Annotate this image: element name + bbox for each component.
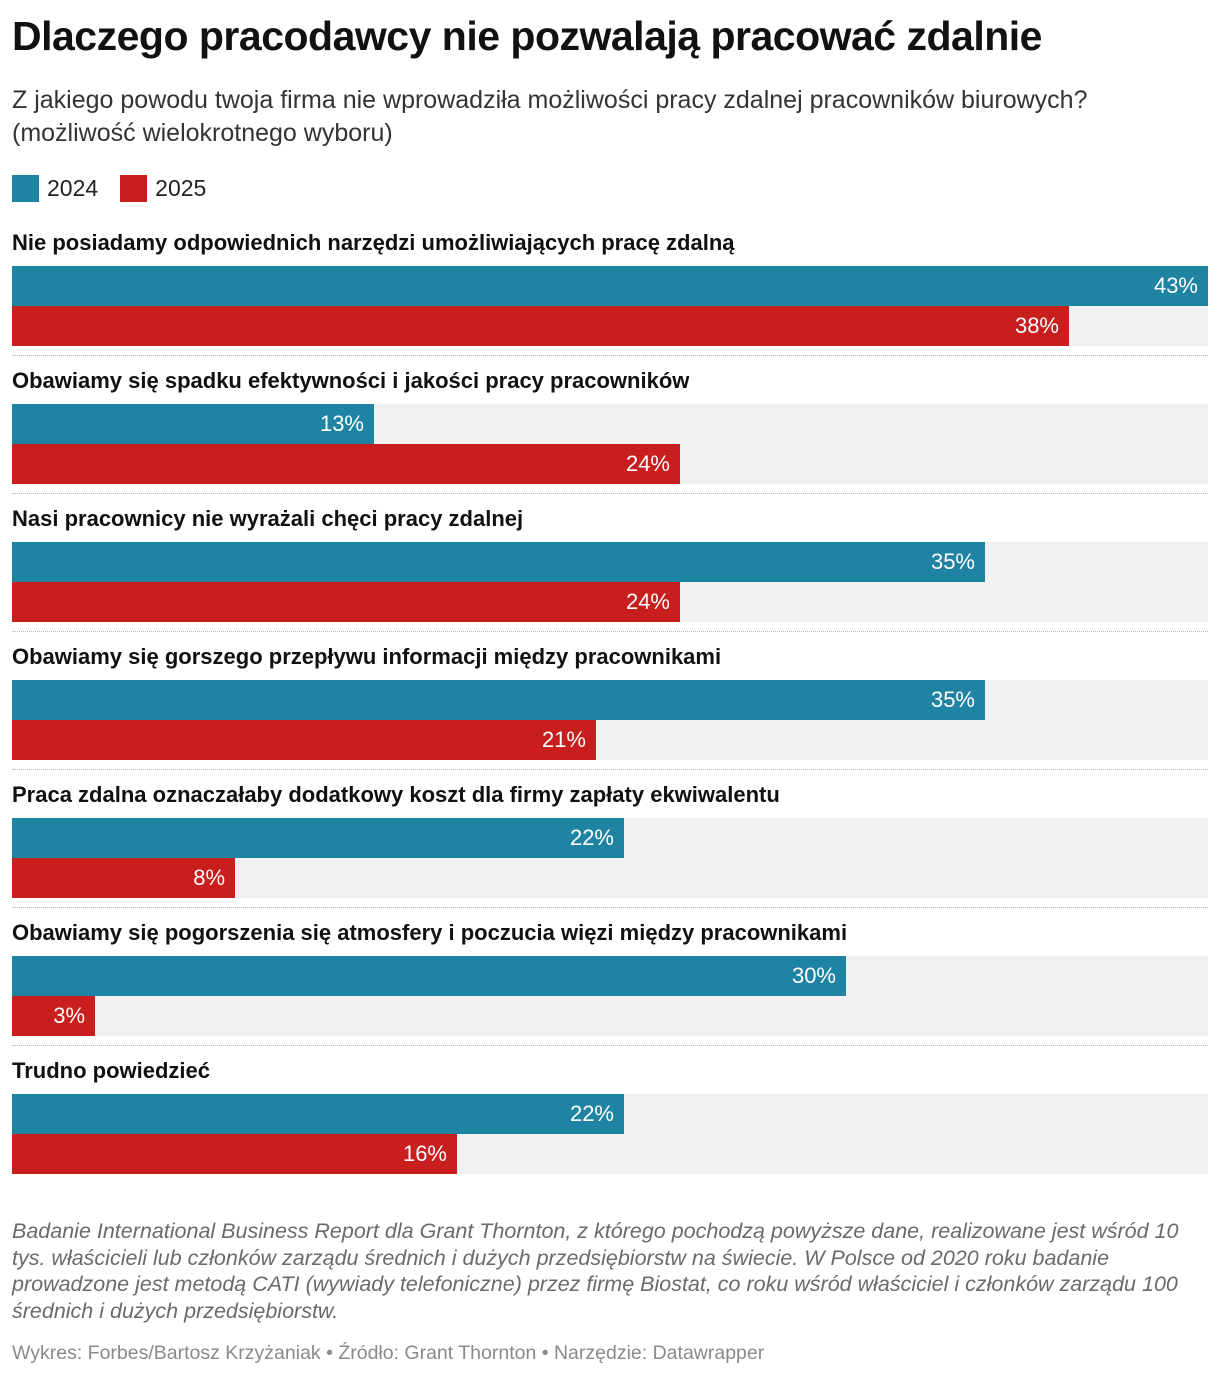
bar-group: Obawiamy się pogorszenia się atmosfery i…	[12, 918, 1208, 1056]
group-divider	[12, 355, 1208, 356]
bar-2024	[12, 404, 374, 444]
bar-track: 21%	[12, 720, 1208, 760]
bar-value-label: 24%	[625, 589, 670, 614]
legend-label-2025: 2025	[155, 174, 207, 201]
category-label: Obawiamy się spadku efektywności i jakoś…	[12, 368, 690, 393]
category-label: Obawiamy się pogorszenia się atmosfery i…	[12, 920, 848, 945]
legend-swatch-2025	[120, 174, 148, 202]
bar-value-label: 24%	[625, 451, 670, 476]
bar-2025	[12, 1134, 457, 1174]
bar-track: 3%	[12, 996, 1208, 1036]
chart-note: Badanie International Business Report dl…	[12, 1219, 1179, 1323]
bar-track: 22%	[12, 818, 1208, 858]
category-label: Nasi pracownicy nie wyrażali chęci pracy…	[12, 506, 524, 531]
bar-2025	[12, 582, 680, 622]
bar-track: 16%	[12, 1134, 1208, 1174]
bar-track: 35%	[12, 680, 1208, 720]
bar-track: 24%	[12, 582, 1208, 622]
bar-track: 30%	[12, 956, 1208, 996]
bar-value-label: 3%	[53, 1003, 85, 1028]
bar-2024	[12, 818, 624, 858]
group-divider	[12, 493, 1208, 494]
bar-2025	[12, 306, 1069, 346]
chart-subtitle: Z jakiego powodu twoja firma nie wprowad…	[12, 86, 1088, 147]
bar-value-label: 13%	[319, 411, 364, 436]
bar-2025	[12, 996, 95, 1036]
bar-track: 22%	[12, 1094, 1208, 1134]
legend-item-2025: 2025	[120, 174, 207, 202]
bar-groups: Nie posiadamy odpowiednich narzędzi umoż…	[12, 228, 1208, 1194]
bar-value-label: 22%	[569, 825, 614, 850]
group-divider	[12, 1045, 1208, 1046]
bar-2025	[12, 444, 680, 484]
bar-2024	[12, 542, 985, 582]
bar-track: 38%	[12, 306, 1208, 346]
group-divider	[12, 907, 1208, 908]
category-label: Nie posiadamy odpowiednich narzędzi umoż…	[12, 230, 735, 255]
bar-value-label: 35%	[930, 549, 975, 574]
group-divider	[12, 631, 1208, 632]
bar-group: Nie posiadamy odpowiednich narzędzi umoż…	[12, 228, 1208, 366]
bar-value-label: 16%	[402, 1141, 447, 1166]
legend-item-2024: 2024	[12, 174, 99, 202]
bar-value-label: 43%	[1153, 273, 1198, 298]
category-label: Praca zdalna oznaczałaby dodatkowy koszt…	[12, 782, 780, 807]
bar-value-label: 38%	[1014, 313, 1059, 338]
bar-track: 24%	[12, 444, 1208, 484]
bar-group: Praca zdalna oznaczałaby dodatkowy koszt…	[12, 780, 1208, 918]
chart-credit: Wykres: Forbes/Bartosz Krzyżaniak • Źród…	[12, 1342, 765, 1364]
bar-2025	[12, 858, 235, 898]
bar-group: Nasi pracownicy nie wyrażali chęci pracy…	[12, 504, 1208, 642]
bar-group: Trudno powiedzieć 22% 16%	[12, 1056, 1208, 1194]
bar-2024	[12, 680, 985, 720]
bar-value-label: 35%	[930, 687, 975, 712]
bar-group: Obawiamy się gorszego przepływu informac…	[12, 642, 1208, 780]
legend-label-2024: 2024	[47, 174, 99, 201]
chart-title: Dlaczego pracodawcy nie pozwalają pracow…	[12, 13, 1042, 59]
bar-2024	[12, 1094, 624, 1134]
bar-value-label: 21%	[541, 727, 586, 752]
bar-value-label: 22%	[569, 1101, 614, 1126]
bar-group: Obawiamy się spadku efektywności i jakoś…	[12, 366, 1208, 504]
bar-2025	[12, 720, 596, 760]
bar-value-label: 8%	[193, 865, 225, 890]
bar-value-label: 30%	[791, 963, 836, 988]
legend-swatch-2024	[12, 174, 39, 202]
bar-track: 35%	[12, 542, 1208, 582]
bar-track: 8%	[12, 858, 1208, 898]
group-divider	[12, 769, 1208, 770]
bar-track: 13%	[12, 404, 1208, 444]
bar-2024	[12, 266, 1208, 306]
bar-track: 43%	[12, 266, 1208, 306]
legend: 2024 2025	[12, 173, 228, 203]
category-label: Obawiamy się gorszego przepływu informac…	[12, 644, 722, 669]
category-label: Trudno powiedzieć	[12, 1058, 211, 1083]
bar-2024	[12, 956, 846, 996]
